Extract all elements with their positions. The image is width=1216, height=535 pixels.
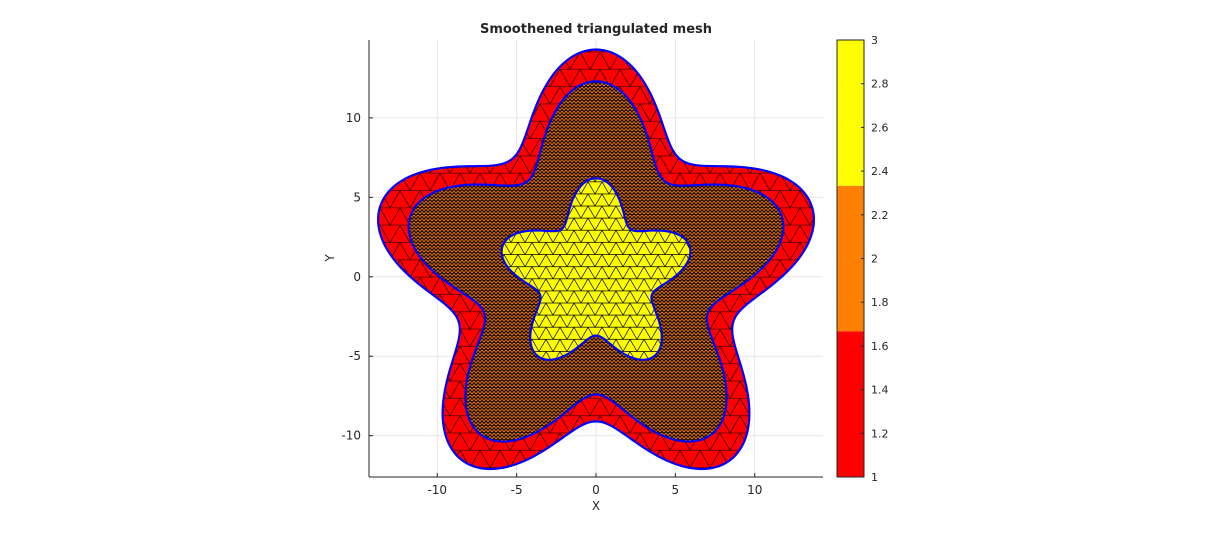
colorbar-tick-label: 2.8 [871,78,889,91]
colorbar-tick-label: 1.2 [871,427,889,440]
x-axis-label: X [592,499,600,513]
colorbar-tick-label: 2.2 [871,209,889,222]
x-ticks: -10 -5 0 5 10 [427,473,762,497]
colorbar: 1 1.2 1.4 1.6 1.8 2 2.2 2.4 2.6 2.8 3 [836,34,889,484]
colorbar-tick-label: 3 [871,34,878,47]
x-tick-label: -5 [511,483,523,497]
y-tick-label: 5 [353,190,361,204]
colorbar-tick-label: 2.4 [871,165,889,178]
colorbar-segment [837,185,864,332]
colorbar-tick-label: 1.8 [871,296,889,309]
colorbar-segment [837,331,864,477]
colorbar-segment [837,40,864,186]
middle-boundary-line [407,80,785,443]
y-tick-label: -5 [349,349,361,363]
x-tick-label: 10 [747,483,762,497]
x-tick-label: 0 [592,483,600,497]
colorbar-tick-label: 1 [871,471,878,484]
y-tick-label: 0 [353,270,361,284]
x-tick-label: 5 [672,483,680,497]
y-tick-label: -10 [341,429,361,443]
y-ticks: -10 -5 0 5 10 [341,111,373,443]
inner-star-mesh [501,178,691,360]
outer-boundary-line [376,48,816,471]
chart-title: Smoothened triangulated mesh [480,22,712,37]
colorbar-tick-label: 2 [871,253,878,266]
colorbar-tick-label: 1.6 [871,340,889,353]
colorbar-tick-label: 1.4 [871,384,889,397]
x-tick-label: -10 [427,483,447,497]
y-tick-label: 10 [346,111,361,125]
colorbar-tick-label: 2.6 [871,121,889,134]
y-axis-label: Y [323,254,337,263]
inner-boundary-line [500,177,692,361]
